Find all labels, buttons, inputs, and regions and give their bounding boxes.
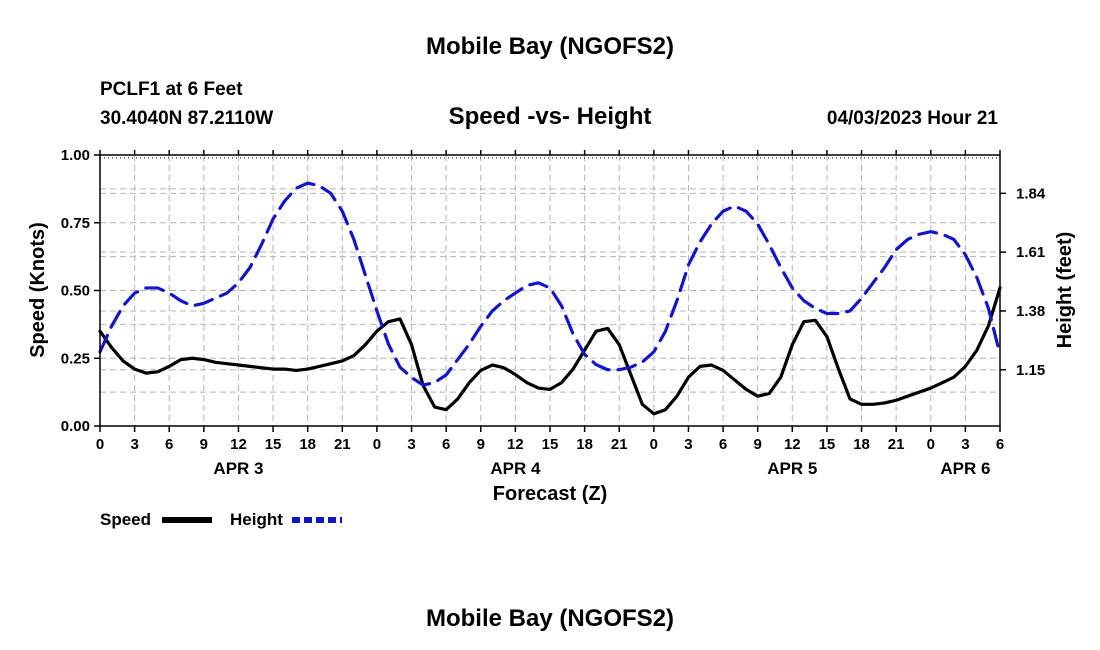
- forecast-date: 04/03/2023 Hour 21: [827, 108, 999, 129]
- y2-tick-label: 1.38: [1016, 303, 1045, 320]
- x-tick-label: 3: [130, 436, 138, 453]
- day-label: APR 5: [767, 459, 817, 478]
- x-tick-label: 18: [853, 436, 870, 453]
- chart-title: Speed -vs- Height: [449, 103, 652, 130]
- y-tick-label: 0.75: [61, 215, 90, 232]
- y2-tick-label: 1.15: [1016, 362, 1045, 379]
- x-axis: 0 3 6 9 12 15 18 21 0 3 6 9 12 15 18 21 0 3 6 9 12 15 18 21 0 3 6A…: [96, 150, 1004, 478]
- station-coords: 30.4040N 87.2110W: [100, 108, 273, 129]
- x-tick-label: 15: [819, 436, 836, 453]
- y-axis-left: 0.00 0.25 0.50 0.75 1.00: [61, 147, 100, 435]
- x-tick-label: 21: [888, 436, 905, 453]
- y-tick-label: 0.50: [61, 283, 90, 300]
- x-tick-label: 12: [507, 436, 524, 453]
- x-tick-label: 9: [477, 436, 485, 453]
- y2-tick-label: 1.84: [1016, 185, 1046, 202]
- legend-height-label: Height: [230, 510, 283, 529]
- x-tick-label: 21: [334, 436, 351, 453]
- x-tick-label: 0: [650, 436, 658, 453]
- y2-axis-label: Height (feet): [1054, 232, 1076, 349]
- x-tick-label: 0: [927, 436, 935, 453]
- y-tick-label: 1.00: [61, 147, 90, 164]
- x-tick-label: 6: [719, 436, 727, 453]
- legend: Speed Height: [100, 510, 342, 529]
- station-name: PCLF1 at 6 Feet: [100, 79, 243, 100]
- y-tick-label: 0.00: [61, 418, 90, 435]
- x-tick-label: 3: [684, 436, 692, 453]
- x-tick-label: 3: [961, 436, 969, 453]
- x-tick-label: 15: [265, 436, 282, 453]
- x-tick-label: 12: [784, 436, 801, 453]
- y-tick-label: 0.25: [61, 350, 90, 367]
- y-axis-label: Speed (Knots): [27, 222, 49, 358]
- x-tick-label: 6: [442, 436, 450, 453]
- x-axis-label: Forecast (Z): [493, 483, 607, 505]
- x-tick-label: 18: [576, 436, 593, 453]
- legend-speed-label: Speed: [100, 510, 151, 529]
- height-series-line: [98, 181, 1002, 387]
- x-tick-label: 15: [542, 436, 559, 453]
- footer-title: Mobile Bay (NGOFS2): [426, 605, 674, 632]
- grid-lines: [100, 155, 1000, 426]
- day-label: APR 3: [213, 459, 263, 478]
- x-tick-label: 3: [407, 436, 415, 453]
- x-tick-label: 0: [373, 436, 381, 453]
- y-axis-right: 1.15 1.38 1.61 1.84: [1000, 185, 1046, 379]
- page-title: Mobile Bay (NGOFS2): [426, 33, 674, 60]
- x-tick-label: 0: [96, 436, 104, 453]
- speed-series-line: [98, 286, 1002, 416]
- x-tick-label: 9: [754, 436, 762, 453]
- x-tick-label: 6: [165, 436, 173, 453]
- x-tick-label: 9: [200, 436, 208, 453]
- x-tick-label: 6: [996, 436, 1004, 453]
- series-lines: [98, 181, 1002, 416]
- x-tick-label: 12: [230, 436, 247, 453]
- y2-tick-label: 1.61: [1016, 244, 1045, 261]
- x-tick-label: 21: [611, 436, 628, 453]
- day-label: APR 6: [940, 459, 990, 478]
- x-tick-label: 18: [299, 436, 316, 453]
- day-label: APR 4: [490, 459, 541, 478]
